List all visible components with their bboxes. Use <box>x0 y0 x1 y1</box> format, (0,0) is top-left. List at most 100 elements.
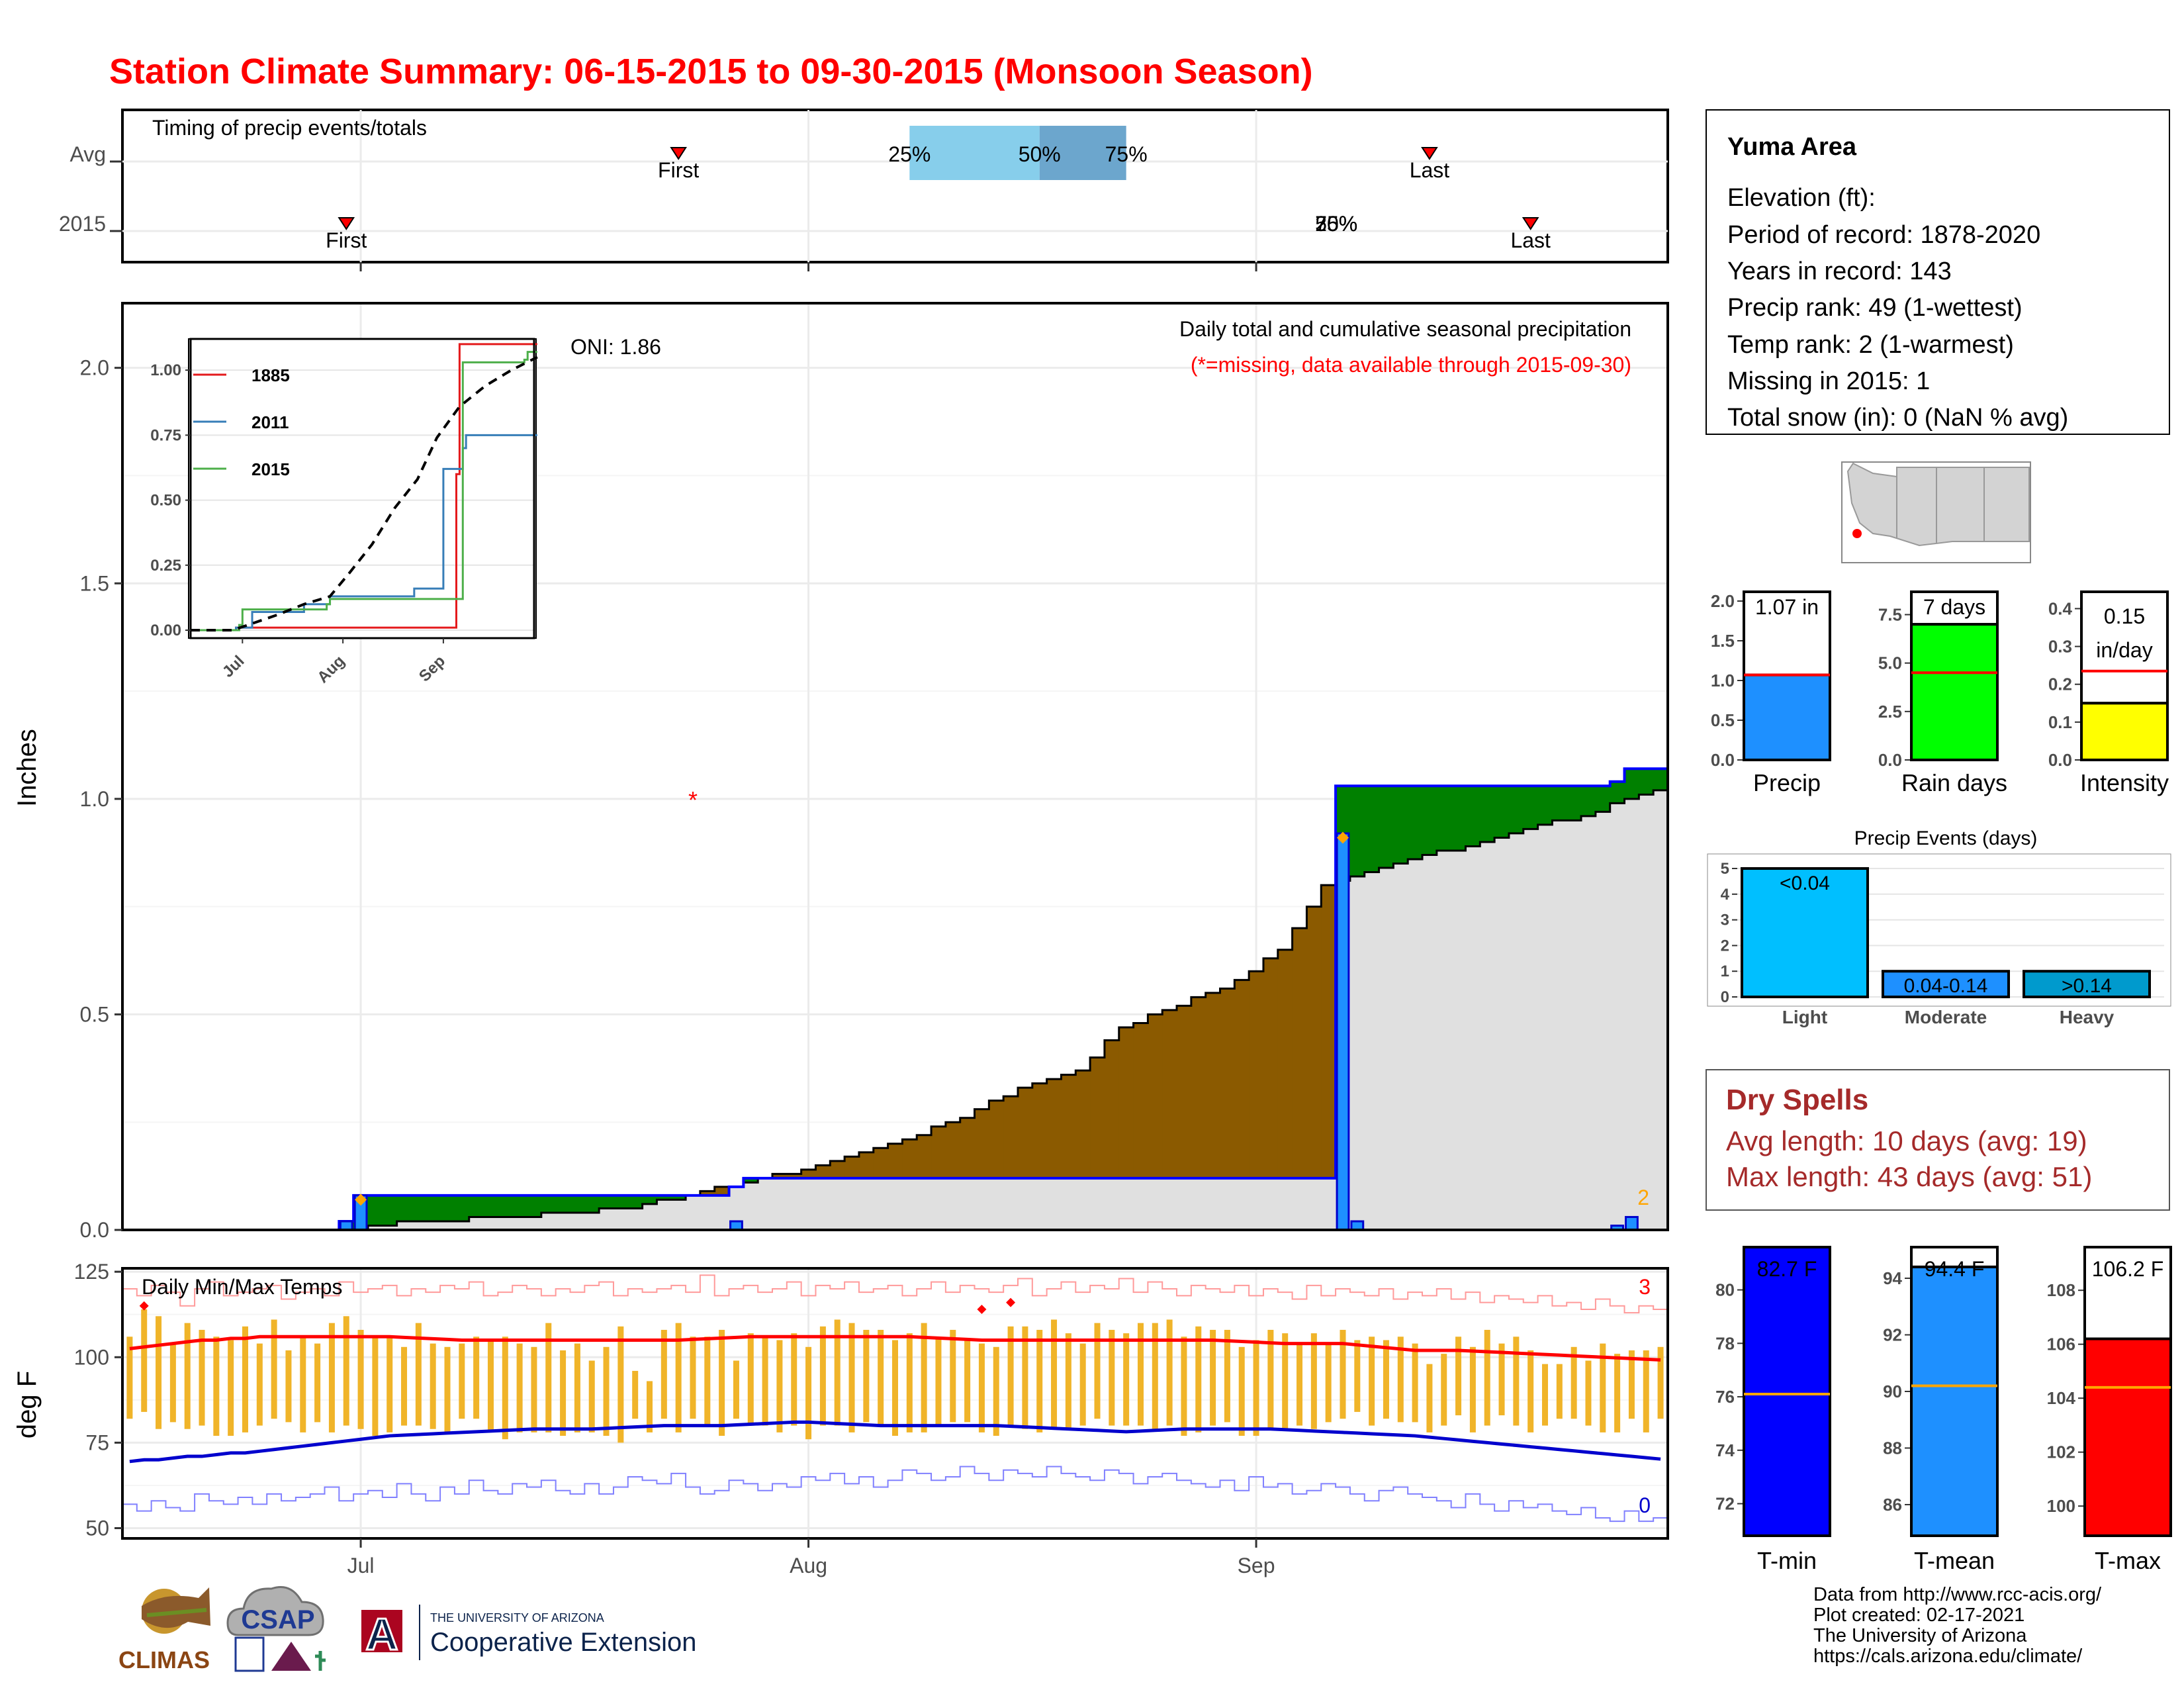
daily-temp-range-bar <box>415 1323 422 1426</box>
intensity-summary-y-tick-label: 0.0 <box>2048 750 2072 770</box>
deficit-fill-step <box>1292 928 1308 1178</box>
deficit-fill-step <box>1306 906 1322 1178</box>
daily-temp-range-bar <box>1600 1343 1606 1432</box>
daily-temp-range-bar <box>1412 1343 1418 1423</box>
normal-fill-step <box>584 1212 600 1230</box>
daily-temp-range-bar <box>1585 1360 1592 1426</box>
inset-average-line <box>191 355 538 632</box>
daily-temp-range-bar <box>805 1346 812 1440</box>
daily-temp-range-bar <box>228 1340 234 1436</box>
raindays-value-box: 7 days <box>1923 595 1985 619</box>
normal-max-line <box>129 1335 1661 1362</box>
timing-label: Timing of precip events/totals <box>152 116 427 140</box>
normal-fill-step <box>1422 855 1437 1230</box>
normal-fill-step <box>700 1195 715 1230</box>
daily-temp-range-bar <box>921 1323 927 1432</box>
normal-fill-step <box>1292 1178 1308 1230</box>
year-last-marker <box>1522 217 1539 230</box>
daily-temp-range-bar <box>1628 1350 1635 1419</box>
surplus-fill-step <box>1393 786 1408 864</box>
deficit-fill-step <box>917 1135 932 1178</box>
events-title: Precip Events (days) <box>1854 827 2038 849</box>
events-bar-label: <0.04 <box>1780 872 1830 894</box>
events-y-tick-label: 1 <box>1721 962 1729 980</box>
daily-temp-range-bar <box>1166 1319 1173 1426</box>
record-high-marker <box>139 1301 149 1311</box>
daily-temp-range-bar <box>690 1336 696 1419</box>
dry-spells-avg: Avg length: 10 days (avg: 19) <box>1726 1125 2087 1156</box>
normal-fill-step <box>1205 1178 1221 1230</box>
temps-panel-title: Daily Min/Max Temps <box>142 1275 342 1299</box>
station-location-dot <box>1852 529 1862 538</box>
daily-temp-range-bar <box>126 1336 133 1419</box>
ua-logo-big-text: Cooperative Extension <box>430 1628 696 1657</box>
normal-fill-step <box>627 1208 643 1230</box>
daily-temp-range-bar <box>1282 1333 1289 1429</box>
tmin-summary-y-tick-label: 74 <box>1715 1440 1735 1460</box>
normal-fill-step <box>1465 846 1480 1230</box>
events-bar-heavy <box>2023 970 2151 998</box>
surplus-fill-step <box>1480 786 1495 842</box>
daily-temp-range-bar <box>430 1343 436 1429</box>
normal-fill-step <box>1639 794 1654 1230</box>
normal-fill-step <box>1133 1178 1148 1230</box>
normal-fill-step <box>989 1178 1004 1230</box>
daily-temp-range-bar <box>372 1336 379 1436</box>
climas-logo-text: CLIMAS <box>118 1646 210 1673</box>
year-q75-label: 75% <box>1315 212 1357 236</box>
deficit-fill-step <box>1090 1057 1105 1178</box>
daily-temp-range-bar <box>1094 1323 1101 1419</box>
events-y-tick-label: 5 <box>1721 860 1729 878</box>
precip-count-label: 2 <box>1637 1186 1649 1209</box>
events-y-tick-label: 0 <box>1721 988 1729 1006</box>
timing-row-avg: Avg <box>69 142 106 166</box>
deficit-fill-step <box>1104 1040 1120 1178</box>
daily-temp-range-bar <box>487 1340 494 1432</box>
deficit-fill-step <box>1118 1027 1134 1178</box>
surplus-fill-step <box>426 1195 441 1221</box>
page-title: Station Climate Summary: 06-15-2015 to 0… <box>109 52 1313 91</box>
daily-temp-range-bar <box>660 1329 667 1419</box>
surplus-fill-step <box>1581 786 1596 816</box>
precip-y-tick-label: 1.0 <box>80 787 109 811</box>
daily-temp-range-bar <box>935 1336 942 1426</box>
tmean-summary-y-tick-label: 88 <box>1883 1438 1902 1458</box>
intensity-summary-y-tick-label: 0.2 <box>2048 675 2072 694</box>
deficit-fill-step <box>960 1117 976 1178</box>
daily-temp-range-bar <box>1238 1346 1245 1436</box>
surplus-fill-step <box>1379 786 1394 868</box>
surplus-fill-step <box>1436 786 1452 851</box>
tmax-summary-y-tick-label: 104 <box>2047 1388 2076 1408</box>
intensity-summary-y-tick-label: 0.3 <box>2048 637 2072 657</box>
station-years: Years in record: 143 <box>1727 258 1952 285</box>
normal-fill-step <box>1552 820 1567 1230</box>
normal-fill-step <box>1118 1178 1134 1230</box>
footer-line-2: Plot created: 02-17-2021 <box>1813 1605 2025 1626</box>
tmean-summary-y-tick-label: 86 <box>1883 1495 1902 1515</box>
daily-temp-range-bar <box>560 1350 567 1436</box>
deficit-fill-step <box>1321 885 1336 1178</box>
events-category-label: Light <box>1782 1007 1827 1027</box>
daily-temp-range-bar <box>1137 1323 1144 1426</box>
daily-temp-range-bar <box>1513 1336 1520 1426</box>
intensity-unit-box: in/day <box>2096 638 2152 662</box>
daily-temp-range-bar <box>473 1336 480 1419</box>
year-first-marker <box>338 217 355 230</box>
inset-y-tick-label: 1.00 <box>150 361 181 379</box>
precip-summary-y-tick-label: 0.0 <box>1711 750 1735 770</box>
normal-fill-step <box>1408 859 1423 1230</box>
daily-temp-range-bar <box>1369 1336 1375 1426</box>
intensity-summary-bar <box>2080 702 2169 762</box>
surplus-fill-step <box>1639 769 1654 795</box>
surplus-fill-step <box>671 1195 686 1200</box>
temps-count-low: 0 <box>1639 1493 1651 1517</box>
normal-fill-step <box>570 1212 585 1230</box>
dry-spells-title: Dry Spells <box>1726 1084 1868 1116</box>
raindays-summary-y-tick-label: 2.5 <box>1878 702 1902 722</box>
avg-first-label: First <box>658 158 699 182</box>
map-region <box>1846 462 2030 547</box>
legend-label-2015: 2015 <box>251 459 290 479</box>
precip-marks <box>122 767 1668 1231</box>
deficit-fill-step <box>772 1174 788 1178</box>
